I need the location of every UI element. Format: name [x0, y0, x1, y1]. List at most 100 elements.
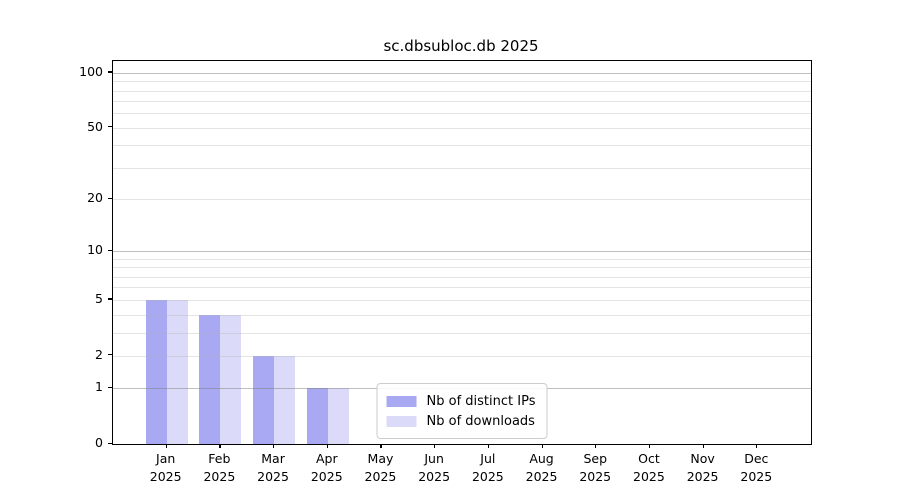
- chart-title: sc.dbsubloc.db 2025: [383, 37, 539, 55]
- y-gridline-minor: [113, 276, 811, 278]
- bar-distinct-ips: [306, 388, 328, 444]
- y-gridline-minor: [113, 258, 811, 260]
- y-gridline-minor: [113, 287, 811, 289]
- bar-downloads: [327, 388, 349, 444]
- x-tick-mark: [380, 444, 382, 448]
- x-tick-month: Aug: [529, 451, 554, 466]
- legend-entry-label: Nb of distinct IPs: [426, 393, 536, 409]
- y-gridline-minor: [113, 113, 811, 115]
- x-tick-year: 2025: [149, 469, 182, 484]
- y-gridline-minor: [113, 90, 811, 92]
- x-tick-month: May: [367, 451, 394, 466]
- y-gridline-minor: [113, 101, 811, 103]
- x-tick-label: May 2025: [345, 450, 415, 486]
- y-tick-mark: [108, 197, 112, 199]
- y-gridline-minor: [113, 145, 811, 147]
- x-tick-year: 2025: [418, 469, 451, 484]
- y-gridline-minor: [113, 127, 811, 129]
- x-tick-label: Dec 2025: [721, 450, 791, 486]
- y-tick-mark: [108, 249, 112, 251]
- y-gridline-minor: [113, 332, 811, 334]
- y-gridline-minor: [113, 81, 811, 83]
- x-tick-month: Jun: [424, 451, 444, 466]
- bar-distinct-ips: [145, 299, 167, 444]
- x-tick-mark: [434, 444, 436, 448]
- x-tick-year: 2025: [471, 469, 504, 484]
- x-tick-label: Oct 2025: [614, 450, 684, 486]
- legend-entry: Nb of downloads: [386, 411, 536, 431]
- bar-downloads: [220, 314, 242, 444]
- legend-swatch: [386, 395, 417, 407]
- x-tick-month: Oct: [638, 451, 660, 466]
- bar-downloads: [166, 299, 188, 444]
- legend-entry: Nb of distinct IPs: [386, 391, 536, 411]
- x-tick-year: 2025: [740, 469, 773, 484]
- y-gridline-minor: [113, 267, 811, 269]
- y-gridline-minor: [113, 355, 811, 357]
- x-tick-month: Sep: [583, 451, 607, 466]
- x-tick-mark: [219, 444, 221, 448]
- x-tick-month: Jul: [480, 451, 496, 466]
- x-tick-mark: [756, 444, 758, 448]
- x-tick-mark: [595, 444, 597, 448]
- y-gridline-major: [113, 72, 811, 74]
- y-tick-label: 100: [79, 63, 103, 79]
- x-tick-mark: [326, 444, 328, 448]
- y-tick-label: 10: [87, 242, 103, 258]
- y-tick-mark: [108, 386, 112, 388]
- y-gridline-major: [113, 251, 811, 253]
- y-tick-mark: [108, 442, 112, 444]
- plot-area: Nb of distinct IPs Nb of downloads: [112, 60, 812, 445]
- x-tick-mark: [702, 444, 704, 448]
- x-tick-mark: [648, 444, 651, 448]
- y-tick-label: 5: [95, 290, 103, 306]
- x-tick-year: 2025: [633, 469, 665, 484]
- x-tick-label: Nov 2025: [668, 450, 738, 486]
- x-tick-label: Aug 2025: [507, 450, 577, 486]
- y-tick-label: 2: [95, 346, 103, 362]
- y-tick-label: 50: [87, 118, 103, 134]
- y-tick-mark: [108, 71, 112, 73]
- x-tick-label: Feb 2025: [184, 450, 254, 486]
- x-tick-year: 2025: [579, 469, 612, 484]
- x-tick-month: Mar: [261, 451, 285, 466]
- legend-swatch: [386, 415, 417, 427]
- bar-distinct-ips: [253, 355, 275, 444]
- x-tick-mark: [165, 444, 167, 448]
- x-tick-label: Jan 2025: [131, 450, 201, 486]
- legend: Nb of distinct IPs Nb of downloads: [376, 383, 548, 439]
- x-tick-year: 2025: [310, 469, 343, 484]
- y-tick-label: 20: [87, 190, 103, 206]
- x-tick-month: Jan: [156, 451, 176, 466]
- y-tick-label: 1: [95, 379, 103, 395]
- x-tick-mark: [487, 444, 490, 448]
- bar-downloads: [274, 355, 296, 444]
- x-tick-month: Nov: [690, 451, 715, 466]
- x-tick-year: 2025: [203, 469, 236, 484]
- legend-entry-label: Nb of downloads: [426, 413, 535, 429]
- y-gridline-minor: [113, 167, 811, 169]
- x-tick-year: 2025: [686, 469, 719, 484]
- x-tick-label: Jul 2025: [453, 450, 523, 486]
- y-tick-mark: [108, 354, 112, 356]
- y-gridline-minor: [113, 314, 811, 316]
- x-tick-label: Mar 2025: [238, 450, 308, 486]
- x-tick-year: 2025: [257, 469, 289, 484]
- y-gridline-minor: [113, 199, 811, 201]
- y-tick-label: 0: [95, 435, 103, 450]
- x-tick-year: 2025: [364, 469, 397, 484]
- bar-distinct-ips: [199, 314, 221, 444]
- x-tick-label: Sep 2025: [560, 450, 630, 486]
- x-tick-month: Apr: [315, 451, 338, 466]
- y-gridline-minor: [113, 299, 811, 301]
- x-tick-label: Jun 2025: [399, 450, 469, 486]
- x-tick-mark: [541, 444, 543, 448]
- y-tick-mark: [108, 126, 112, 128]
- x-tick-mark: [273, 444, 275, 448]
- x-tick-month: Dec: [744, 451, 769, 466]
- x-tick-year: 2025: [525, 469, 558, 484]
- x-tick-label: Apr 2025: [292, 450, 362, 486]
- x-tick-month: Feb: [208, 451, 231, 466]
- y-tick-mark: [108, 298, 112, 300]
